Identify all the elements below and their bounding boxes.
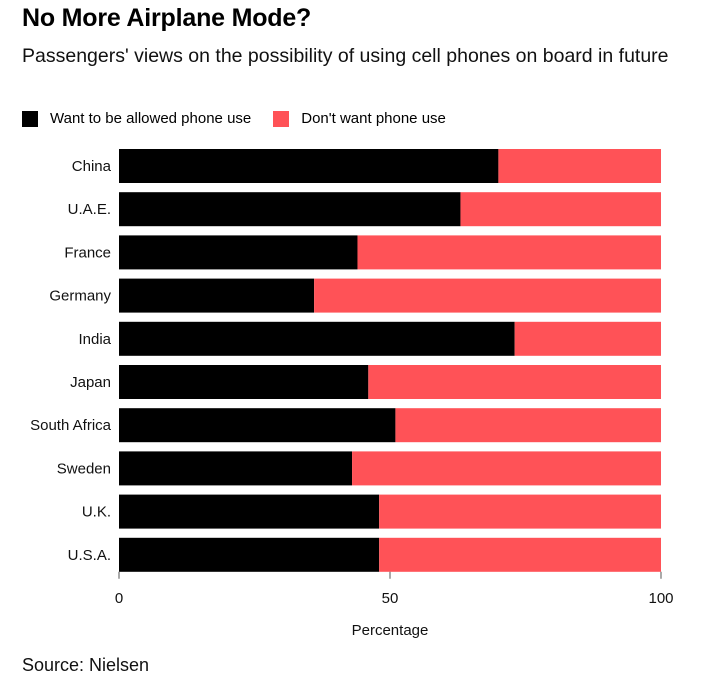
legend-item-want: Want to be allowed phone use: [22, 110, 251, 127]
bar-india-want: [119, 321, 515, 356]
category-label-france: France: [64, 244, 111, 261]
bar-u-k-want: [119, 494, 380, 529]
legend-label-dont-want: Don't want phone use: [301, 110, 446, 127]
legend: Want to be allowed phone use Don't want …: [22, 110, 468, 127]
chart-subtitle: Passengers' views on the possibility of …: [22, 45, 669, 67]
category-label-china: China: [72, 158, 112, 175]
bar-u-a-e-want: [119, 192, 461, 227]
legend-swatch-want: [22, 110, 38, 127]
bar-sweden-dont-want: [352, 451, 661, 486]
bar-france-want: [119, 235, 358, 270]
source-note: Source: Nielsen: [22, 655, 150, 675]
legend-item-dont-want: Don't want phone use: [273, 110, 446, 127]
bar-u-s-a-dont-want: [379, 537, 661, 572]
category-label-south-africa: South Africa: [30, 417, 112, 434]
bar-u-a-e-dont-want: [460, 192, 661, 227]
x-tick-label-0: 0: [115, 590, 123, 607]
bar-france-dont-want: [357, 235, 661, 270]
x-tick-label-50: 50: [382, 590, 399, 607]
bar-germany-dont-want: [314, 278, 661, 313]
bar-south-africa-want: [119, 408, 396, 443]
legend-label-want: Want to be allowed phone use: [50, 110, 252, 127]
category-label-sweden: Sweden: [57, 460, 111, 477]
bar-u-k-dont-want: [379, 494, 661, 529]
category-label-india: India: [78, 331, 111, 348]
legend-swatch-dont-want: [273, 110, 290, 127]
bar-japan-want: [119, 365, 369, 399]
chart-title: No More Airplane Mode?: [22, 4, 312, 32]
category-label-japan: Japan: [70, 374, 111, 391]
bar-u-s-a-want: [119, 537, 380, 572]
bar-india-dont-want: [514, 321, 661, 356]
x-axis-label: Percentage: [352, 622, 429, 639]
category-label-u-k: U.K.: [82, 504, 111, 521]
bar-sweden-want: [119, 451, 353, 486]
bar-germany-want: [119, 278, 315, 313]
bar-japan-dont-want: [368, 365, 661, 399]
category-label-u-a-e: U.A.E.: [68, 201, 111, 218]
category-label-germany: Germany: [49, 288, 111, 305]
category-label-u-s-a: U.S.A.: [68, 547, 111, 564]
bar-chart: China U.A.E. France Germany India Japan South …: [30, 149, 674, 639]
x-tick-label-100: 100: [648, 590, 673, 607]
bar-south-africa-dont-want: [395, 408, 661, 443]
bar-china-want: [119, 149, 499, 183]
bar-china-dont-want: [498, 149, 661, 183]
